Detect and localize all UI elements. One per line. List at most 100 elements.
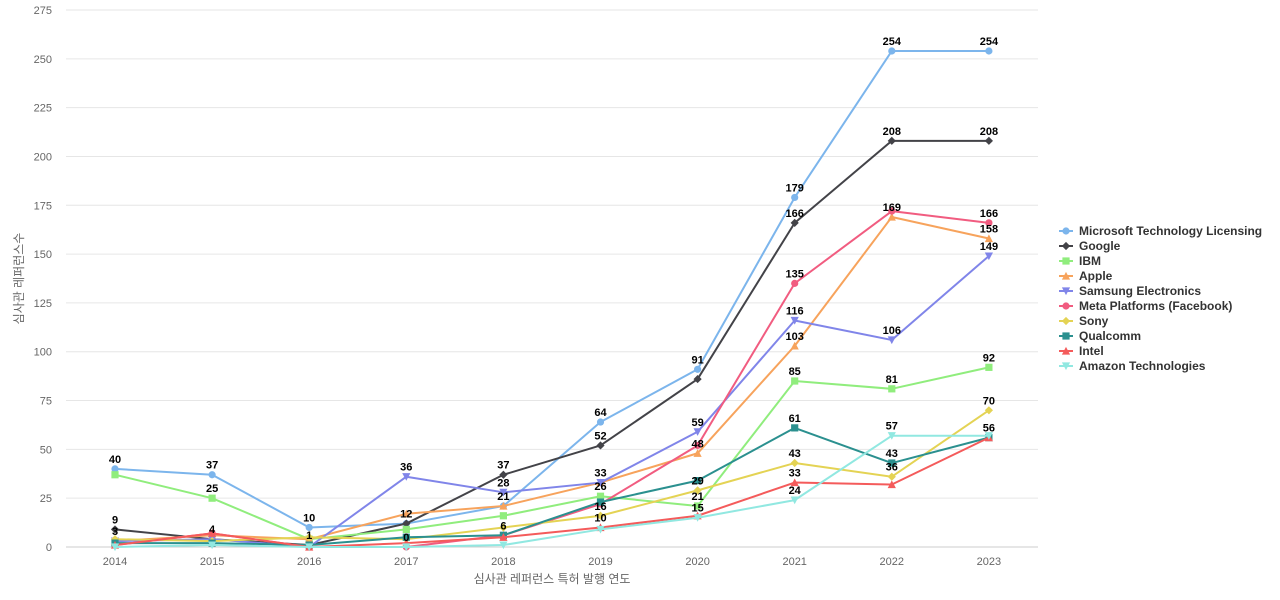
y-tick-label: 150 [34,249,52,261]
data-label: 10 [594,512,606,524]
x-tick-label: 2019 [588,556,612,568]
data-label: 21 [497,491,509,503]
legend-item[interactable]: Microsoft Technology Licensing [1059,224,1262,238]
legend-item[interactable]: Qualcomm [1059,329,1141,343]
data-point [693,514,702,522]
series-line [114,434,989,548]
data-point [791,377,799,385]
y-tick-label: 125 [34,298,52,310]
data-label: 158 [980,223,998,235]
data-label: 57 [886,421,898,433]
data-point [110,543,120,552]
data-label: 24 [789,485,802,497]
grid-lines [66,9,1038,548]
legend-label: Intel [1079,344,1104,358]
data-point [596,418,605,426]
data-point [305,523,313,532]
series-line [114,366,990,541]
data-point [984,406,993,415]
legend-item[interactable]: Amazon Technologies [1059,359,1206,373]
y-axis-title: 심사관 레퍼런스수 [12,233,26,325]
x-tick-label: 2020 [685,556,709,568]
legend-item[interactable]: Intel [1059,344,1104,358]
data-label: 85 [789,366,801,378]
data-label: 9 [112,514,118,526]
data-label: 92 [983,352,995,364]
data-point [790,218,799,227]
legend-item[interactable]: IBM [1059,254,1101,268]
data-label: 6 [500,520,506,532]
data-label: 166 [786,208,804,220]
data-label: 1 [306,530,312,542]
series-line [114,436,990,548]
series-ibm [111,363,993,543]
data-point [499,541,508,550]
data-point [111,471,119,479]
legend: Microsoft Technology LicensingGoogleIBMA… [1059,224,1262,373]
data-point [499,470,508,479]
x-tick-label: 2016 [297,556,321,568]
data-point [790,496,799,505]
legend-marker [1062,332,1070,340]
legend-marker [1061,346,1071,355]
data-label: 26 [594,481,606,493]
data-point [402,519,411,528]
data-label: 135 [786,268,804,280]
series-amazon-technologies [110,432,993,552]
legend-item[interactable]: Sony [1059,314,1109,328]
y-tick-label: 0 [46,542,52,554]
data-point [499,533,508,541]
data-point [693,449,702,457]
data-point [110,535,120,544]
legend-label: Amazon Technologies [1079,359,1206,373]
data-point [888,207,896,215]
data-point [694,502,702,510]
legend-item[interactable]: Meta Platforms (Facebook) [1059,299,1232,313]
legend-item[interactable]: Google [1059,239,1121,253]
data-point [693,374,702,384]
x-tick-label: 2021 [782,556,806,568]
legend-label: Google [1079,239,1121,253]
data-label: 169 [883,202,901,214]
data-point [693,486,702,495]
data-label: 33 [594,468,606,480]
data-point [596,492,605,500]
data-point [402,509,411,518]
data-label: 29 [691,475,703,487]
data-label: 12 [400,509,412,521]
data-label: 15 [691,503,703,515]
data-point [305,533,314,542]
data-point [596,478,605,487]
data-point [791,193,799,202]
data-point [888,47,896,55]
data-point [790,458,799,468]
legend-label: Sony [1079,314,1109,328]
data-label: 36 [886,462,898,474]
data-label: 208 [883,126,901,138]
data-label: 179 [786,182,804,194]
data-label: 40 [109,454,121,466]
legend-item[interactable]: Apple [1059,269,1113,283]
data-point [402,525,410,534]
data-point [985,363,993,371]
data-point [790,341,799,350]
legend-marker [1062,302,1070,310]
legend-marker [1061,316,1071,326]
data-point [887,432,896,440]
data-label: 10 [303,512,315,524]
legend-item[interactable]: Samsung Electronics [1059,284,1201,298]
data-label: 37 [497,460,509,472]
y-tick-label: 175 [34,200,52,212]
data-label: 25 [206,483,218,495]
data-label: 208 [980,126,998,138]
data-point [790,478,799,487]
data-label: 3 [112,526,118,538]
data-point [208,494,216,502]
data-point [208,471,216,479]
data-point [791,424,799,432]
data-point [887,472,896,481]
x-axis-title: 심사관 레퍼런스 특허 발행 연도 [474,571,631,586]
series-line [115,426,990,547]
data-point [984,432,993,440]
